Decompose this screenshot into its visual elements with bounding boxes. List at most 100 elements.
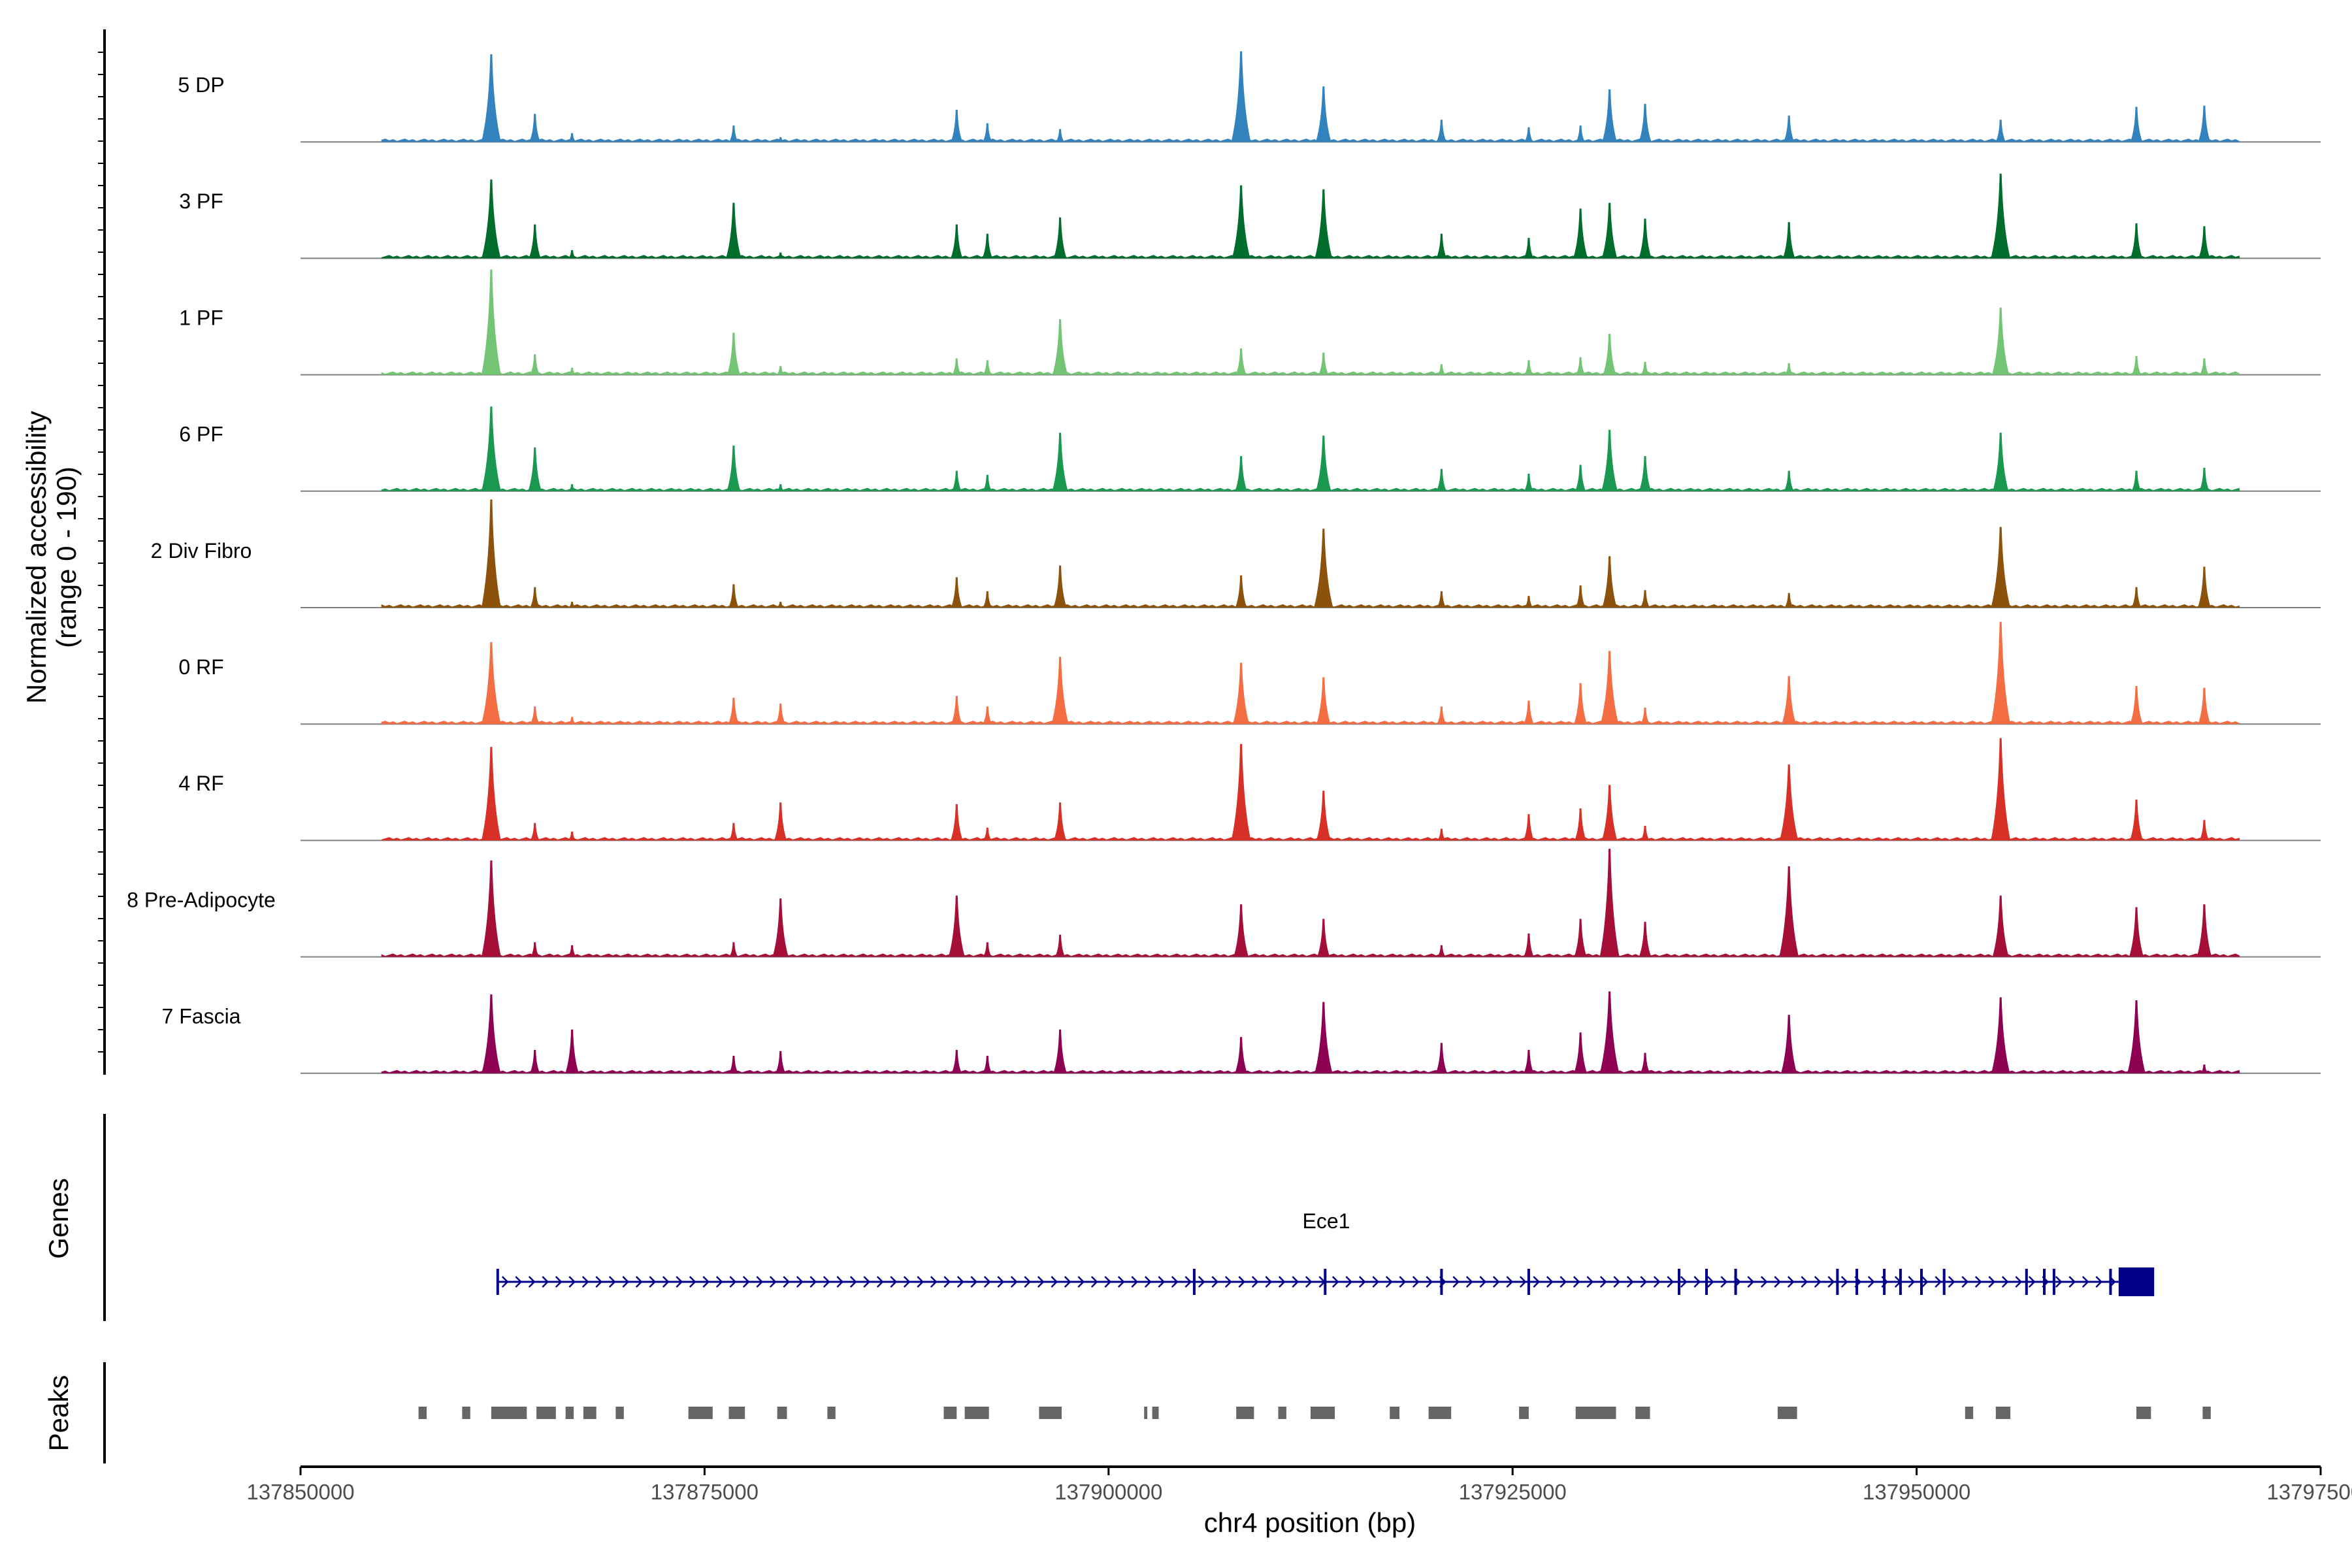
peak bbox=[772, 898, 789, 957]
strand-arrow bbox=[1358, 1276, 1366, 1288]
peak bbox=[482, 994, 501, 1073]
gene-exon bbox=[1855, 1269, 1859, 1295]
peak-interval bbox=[777, 1407, 787, 1419]
strand-arrow bbox=[1988, 1276, 1996, 1288]
peak-interval bbox=[1995, 1407, 2011, 1419]
strand-arrow bbox=[849, 1276, 857, 1288]
peak bbox=[481, 860, 501, 957]
gene-exon bbox=[1883, 1269, 1886, 1295]
peak-interval bbox=[491, 1407, 527, 1419]
strand-arrow bbox=[1948, 1276, 1955, 1288]
strand-arrow bbox=[983, 1276, 991, 1288]
x-axis-ticks: 137850000 137875000 137900000 137925000 1379… bbox=[246, 1467, 2352, 1504]
strand-arrow bbox=[715, 1276, 723, 1288]
strand-arrow bbox=[1224, 1276, 1232, 1288]
peak bbox=[776, 252, 785, 259]
peak bbox=[1524, 238, 1534, 259]
peak bbox=[983, 123, 992, 142]
peak-interval bbox=[1965, 1407, 1974, 1419]
peak bbox=[1053, 217, 1067, 259]
strand-arrow bbox=[876, 1276, 884, 1288]
peak-interval bbox=[1039, 1407, 1062, 1419]
strand-arrow bbox=[1707, 1276, 1714, 1288]
peak bbox=[1991, 621, 2011, 725]
peak-interval bbox=[943, 1407, 957, 1419]
peak bbox=[2197, 904, 2212, 957]
strand-arrow bbox=[622, 1276, 630, 1288]
strand-arrow bbox=[662, 1276, 670, 1288]
peak bbox=[777, 137, 785, 142]
peak bbox=[1602, 89, 1617, 142]
peak bbox=[1315, 1002, 1333, 1073]
strand-arrow bbox=[1599, 1276, 1607, 1288]
strand-arrow bbox=[1238, 1276, 1246, 1288]
peak bbox=[1992, 895, 2009, 957]
background-signal bbox=[381, 953, 2240, 957]
strand-arrow bbox=[1546, 1276, 1554, 1288]
peak bbox=[530, 942, 540, 957]
peak bbox=[1992, 307, 2010, 375]
peak bbox=[2131, 587, 2142, 608]
peak bbox=[2198, 687, 2211, 725]
peak bbox=[1524, 1050, 1534, 1073]
peak-interval bbox=[1236, 1407, 1254, 1419]
peak bbox=[481, 642, 501, 725]
strand-arrow bbox=[581, 1276, 589, 1288]
peak bbox=[983, 827, 992, 841]
strand-arrow bbox=[595, 1276, 603, 1288]
track-2-div-fibro: 2 Div Fibro bbox=[151, 499, 2321, 608]
strand-arrow bbox=[1024, 1276, 1032, 1288]
peak bbox=[1436, 233, 1447, 259]
peak bbox=[1601, 203, 1618, 259]
peak-interval bbox=[1390, 1407, 1399, 1419]
peak bbox=[983, 942, 992, 957]
strand-arrow bbox=[1037, 1276, 1045, 1288]
background-signal bbox=[381, 837, 2240, 841]
strand-arrow bbox=[2001, 1276, 2009, 1288]
gene-utr-block bbox=[2118, 1267, 2155, 1296]
peak bbox=[776, 484, 785, 491]
peak bbox=[1056, 129, 1065, 142]
strand-arrow bbox=[1519, 1276, 1527, 1288]
peak bbox=[1524, 127, 1533, 142]
peak-interval bbox=[1635, 1407, 1650, 1419]
peak bbox=[728, 1056, 739, 1073]
peak bbox=[1601, 785, 1618, 841]
peak bbox=[1053, 1029, 1067, 1073]
strand-arrow bbox=[542, 1276, 549, 1288]
strand-arrow bbox=[1693, 1276, 1701, 1288]
peak bbox=[528, 447, 542, 491]
peak bbox=[568, 602, 576, 608]
strand-arrow bbox=[1774, 1276, 1782, 1288]
strand-arrow bbox=[1278, 1276, 1286, 1288]
peak bbox=[1436, 120, 1447, 142]
coverage-y-ticks bbox=[98, 52, 105, 1053]
peak bbox=[1437, 945, 1446, 957]
peak bbox=[983, 474, 992, 491]
peak-interval bbox=[462, 1407, 470, 1419]
x-tick-label: 137975000 bbox=[2266, 1480, 2352, 1504]
peak bbox=[1641, 708, 1650, 725]
strand-arrow bbox=[863, 1276, 871, 1288]
peak bbox=[1437, 364, 1446, 375]
peak bbox=[530, 823, 540, 841]
peak bbox=[1315, 189, 1333, 259]
strand-arrow bbox=[997, 1276, 1005, 1288]
peak bbox=[1576, 125, 1586, 142]
peak bbox=[1574, 1032, 1588, 1073]
peak bbox=[1054, 934, 1066, 957]
peak bbox=[1437, 828, 1446, 841]
strand-arrow bbox=[1760, 1276, 1768, 1288]
strand-arrow bbox=[1184, 1276, 1192, 1288]
strand-arrow bbox=[1412, 1276, 1420, 1288]
gene-exon bbox=[1440, 1269, 1443, 1295]
strand-arrow bbox=[1064, 1276, 1071, 1288]
x-axis-title: chr4 position (bp) bbox=[1204, 1507, 1416, 1538]
track-label: 5 DP bbox=[178, 73, 224, 97]
peak bbox=[2127, 1000, 2146, 1073]
background-signal bbox=[381, 255, 2240, 259]
peak-interval bbox=[1428, 1407, 1452, 1419]
peak bbox=[1995, 120, 2006, 142]
peak bbox=[2131, 356, 2142, 375]
x-tick-label: 137950000 bbox=[1863, 1480, 1970, 1504]
